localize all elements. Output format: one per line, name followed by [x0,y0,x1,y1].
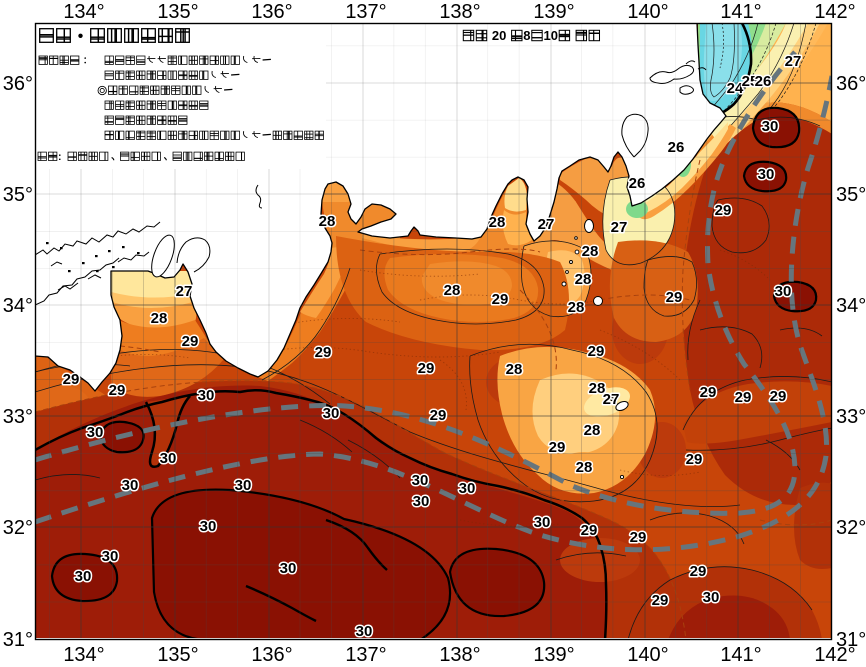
svg-text:138°: 138° [439,1,480,23]
svg-text:28: 28 [575,271,592,288]
svg-text:26: 26 [668,139,685,156]
svg-text:27: 27 [785,53,802,70]
svg-text:27: 27 [538,216,555,233]
svg-text:34°: 34° [3,295,33,317]
svg-text:8: 8 [523,28,530,43]
svg-text:30: 30 [413,493,430,510]
svg-text:26: 26 [755,73,772,90]
svg-text:29: 29 [492,291,509,308]
svg-text:26: 26 [629,175,646,192]
svg-text:29: 29 [690,563,707,580]
svg-text:142°: 142° [814,1,855,23]
svg-text:28: 28 [151,310,168,327]
svg-text:30: 30 [412,472,429,489]
svg-text:29: 29 [581,522,598,539]
svg-text:30: 30 [235,477,252,494]
svg-text:20: 20 [492,28,506,43]
svg-text:28: 28 [506,361,523,378]
svg-text:135°: 135° [157,1,198,23]
svg-text:30: 30 [703,589,720,606]
svg-text:30: 30 [534,514,551,531]
svg-text:29: 29 [630,529,647,546]
svg-text:138°: 138° [439,644,480,666]
svg-text:30: 30 [280,560,297,577]
svg-text:29: 29 [549,439,566,456]
svg-text:137°: 137° [345,644,386,666]
svg-text:28: 28 [444,282,461,299]
svg-text:28: 28 [319,213,336,230]
svg-text:30: 30 [122,477,139,494]
svg-text:29: 29 [418,360,435,377]
svg-text:36°: 36° [836,73,866,95]
svg-text:31°: 31° [3,629,33,651]
svg-text:29: 29 [700,384,717,401]
svg-text:30: 30 [200,518,217,535]
svg-text:30: 30 [75,568,92,585]
svg-text:29: 29 [63,371,80,388]
svg-text:29: 29 [182,333,199,350]
svg-text:29: 29 [666,289,683,306]
svg-text:30: 30 [775,283,792,300]
svg-text:28: 28 [489,214,506,231]
svg-text:139°: 139° [533,1,574,23]
svg-text:31°: 31° [836,629,866,651]
svg-text:25: 25 [742,73,759,90]
svg-text:32°: 32° [836,517,866,539]
svg-text:135°: 135° [157,644,198,666]
svg-text:29: 29 [109,382,126,399]
svg-text:29: 29 [770,388,787,405]
svg-text:30: 30 [102,548,119,565]
svg-text::: : [58,151,62,163]
svg-text:141°: 141° [720,1,761,23]
svg-text:10: 10 [544,28,558,43]
svg-text:27: 27 [176,283,193,300]
svg-text:29: 29 [430,407,447,424]
svg-text:140°: 140° [627,644,668,666]
svg-text:29: 29 [735,389,752,406]
svg-text:35°: 35° [3,184,33,206]
svg-text:28: 28 [584,422,601,439]
svg-text:139°: 139° [533,644,574,666]
svg-text:28: 28 [576,459,593,476]
svg-text:134°: 134° [63,644,104,666]
svg-text:30: 30 [758,166,775,183]
svg-text:30: 30 [356,623,373,640]
svg-text:30: 30 [323,405,340,422]
svg-text:136°: 136° [251,1,292,23]
svg-text:28: 28 [582,243,599,260]
svg-text:32°: 32° [3,517,33,539]
svg-text:30: 30 [459,480,476,497]
svg-text:33°: 33° [836,406,866,428]
svg-text:33°: 33° [3,406,33,428]
svg-text:27: 27 [603,391,620,408]
svg-text:30: 30 [762,118,779,135]
svg-text:29: 29 [715,202,732,219]
svg-text:28: 28 [589,380,606,397]
svg-text:29: 29 [652,592,669,609]
svg-text:27: 27 [611,219,628,236]
svg-text:30: 30 [87,424,104,441]
svg-text:142°: 142° [814,644,855,666]
svg-text:36°: 36° [3,73,33,95]
svg-text:28: 28 [568,299,585,316]
svg-text:34°: 34° [836,295,866,317]
svg-text:137°: 137° [345,1,386,23]
svg-text:140°: 140° [627,1,668,23]
svg-text:134°: 134° [63,1,104,23]
svg-text:30: 30 [198,387,215,404]
svg-text:29: 29 [315,344,332,361]
svg-text:136°: 136° [251,644,292,666]
svg-text:35°: 35° [836,184,866,206]
svg-text:141°: 141° [720,644,761,666]
svg-text:29: 29 [588,343,605,360]
svg-text:24: 24 [727,80,744,97]
svg-text:30: 30 [160,450,177,467]
svg-text:29: 29 [686,451,703,468]
